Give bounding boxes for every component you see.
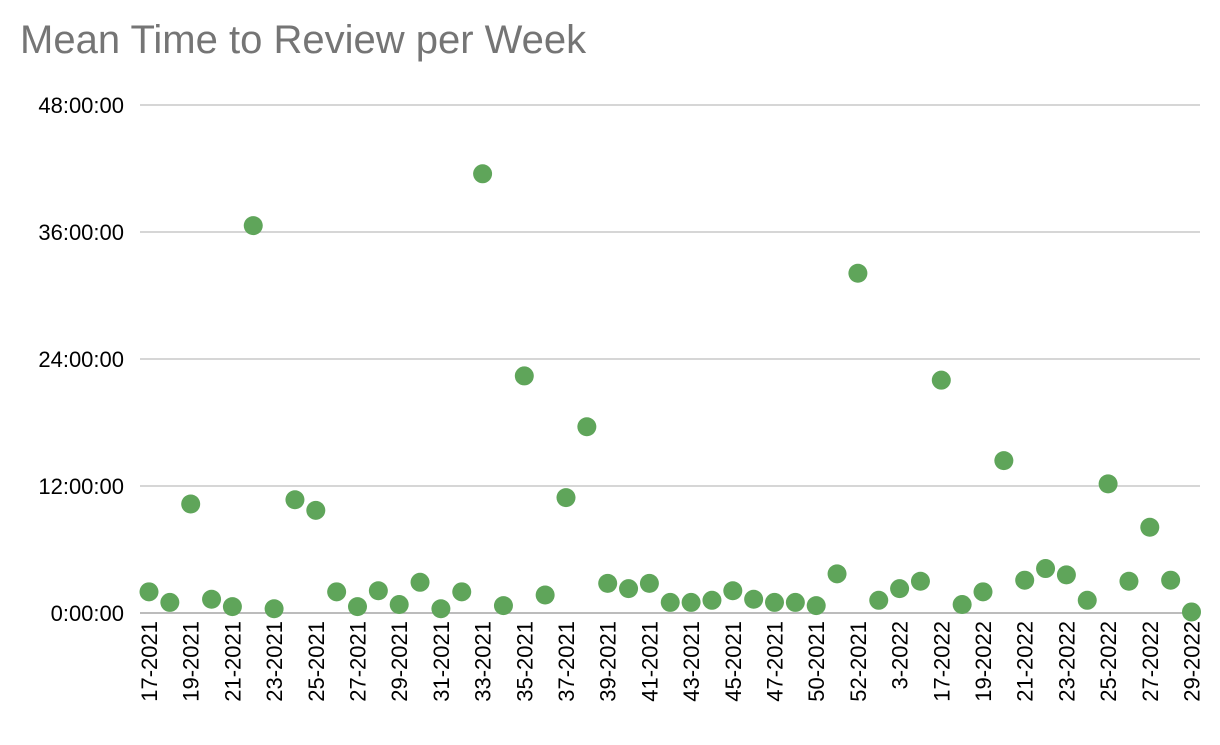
x-tick-label: 47-2021	[763, 621, 788, 702]
x-tick-label: 21-2022	[1013, 621, 1038, 702]
data-point	[1056, 565, 1076, 585]
x-tick-label: 3-2022	[888, 621, 913, 690]
data-point	[1119, 571, 1139, 591]
data-point	[514, 366, 534, 386]
x-tick-label: 17-2021	[137, 621, 162, 702]
x-tick-label: 27-2021	[346, 621, 371, 702]
data-point	[1036, 559, 1056, 579]
data-point	[473, 164, 493, 184]
data-point	[160, 592, 180, 612]
data-point	[806, 596, 826, 616]
x-tick-label: 39-2021	[596, 621, 621, 702]
x-tick-label: 50-2021	[804, 621, 829, 702]
data-point	[723, 581, 743, 601]
data-point	[493, 596, 513, 616]
y-tick-label: 36:00:00	[38, 220, 124, 245]
data-point	[702, 590, 722, 610]
data-point	[1098, 474, 1118, 494]
x-axis-ticks: 17-2021 19-2021 21-2021 23-2021 25-2021 27-20…	[137, 621, 1205, 702]
data-points	[139, 164, 1201, 622]
data-point	[744, 589, 764, 609]
x-tick-label: 25-2021	[304, 621, 329, 702]
data-point	[577, 417, 597, 437]
data-point	[598, 573, 618, 593]
chart-title: Mean Time to Review per Week	[20, 18, 587, 62]
data-point	[327, 582, 347, 602]
x-tick-label: 33-2021	[471, 621, 496, 702]
data-point	[452, 582, 472, 602]
data-point	[681, 592, 701, 612]
data-point	[1182, 602, 1201, 622]
gridlines	[140, 104, 1200, 487]
data-point	[890, 579, 910, 599]
data-point	[348, 597, 367, 617]
data-point	[1161, 570, 1181, 590]
x-tick-label: 23-2022	[1054, 621, 1079, 702]
x-tick-label: 43-2021	[679, 621, 704, 702]
y-axis-ticks: 0:00:00 12:00:00 24:00:00 36:00:00 48:00:00	[38, 93, 124, 626]
y-tick-label: 12:00:00	[38, 474, 124, 499]
data-point	[765, 592, 784, 612]
x-tick-label: 35-2021	[512, 621, 537, 702]
data-point	[139, 582, 159, 602]
x-tick-label: 29-2021	[387, 621, 412, 702]
x-tick-label: 19-2021	[179, 621, 204, 702]
data-point	[1015, 570, 1035, 590]
data-point	[994, 451, 1014, 471]
data-point	[431, 599, 451, 619]
x-tick-label: 52-2021	[846, 621, 871, 702]
y-tick-label: 0:00:00	[51, 601, 124, 626]
data-point	[785, 592, 805, 612]
x-tick-label: 45-2021	[721, 621, 746, 702]
data-point	[869, 590, 889, 610]
data-point	[368, 581, 388, 601]
data-point	[619, 579, 639, 599]
data-point	[931, 370, 951, 390]
x-tick-label: 23-2021	[262, 621, 287, 702]
data-point	[910, 571, 930, 591]
data-point	[243, 216, 263, 236]
y-tick-label: 48:00:00	[38, 93, 124, 118]
data-point	[973, 582, 993, 602]
data-point	[264, 599, 284, 619]
x-tick-label: 29-2022	[1180, 621, 1205, 702]
x-tick-label: 37-2021	[554, 621, 579, 702]
x-tick-label: 17-2022	[929, 621, 954, 702]
data-point	[1077, 590, 1097, 610]
x-tick-label: 41-2021	[637, 621, 662, 702]
data-point	[556, 488, 576, 508]
data-point	[285, 490, 305, 510]
data-point	[848, 263, 868, 283]
data-point	[660, 592, 680, 612]
data-point	[410, 572, 430, 592]
data-point	[222, 597, 242, 617]
data-point	[827, 564, 847, 584]
x-tick-label: 21-2021	[220, 621, 245, 702]
x-tick-label: 19-2022	[971, 621, 996, 702]
data-point	[389, 595, 409, 615]
x-tick-label: 25-2022	[1096, 621, 1121, 702]
data-point	[535, 585, 555, 605]
y-tick-label: 24:00:00	[38, 347, 124, 372]
data-point	[1140, 517, 1160, 537]
data-point	[952, 595, 972, 615]
x-tick-label: 27-2022	[1138, 621, 1163, 702]
x-tick-label: 31-2021	[429, 621, 454, 702]
data-point	[181, 494, 201, 514]
data-point	[639, 573, 659, 593]
data-point	[202, 589, 222, 609]
data-point	[306, 500, 326, 520]
